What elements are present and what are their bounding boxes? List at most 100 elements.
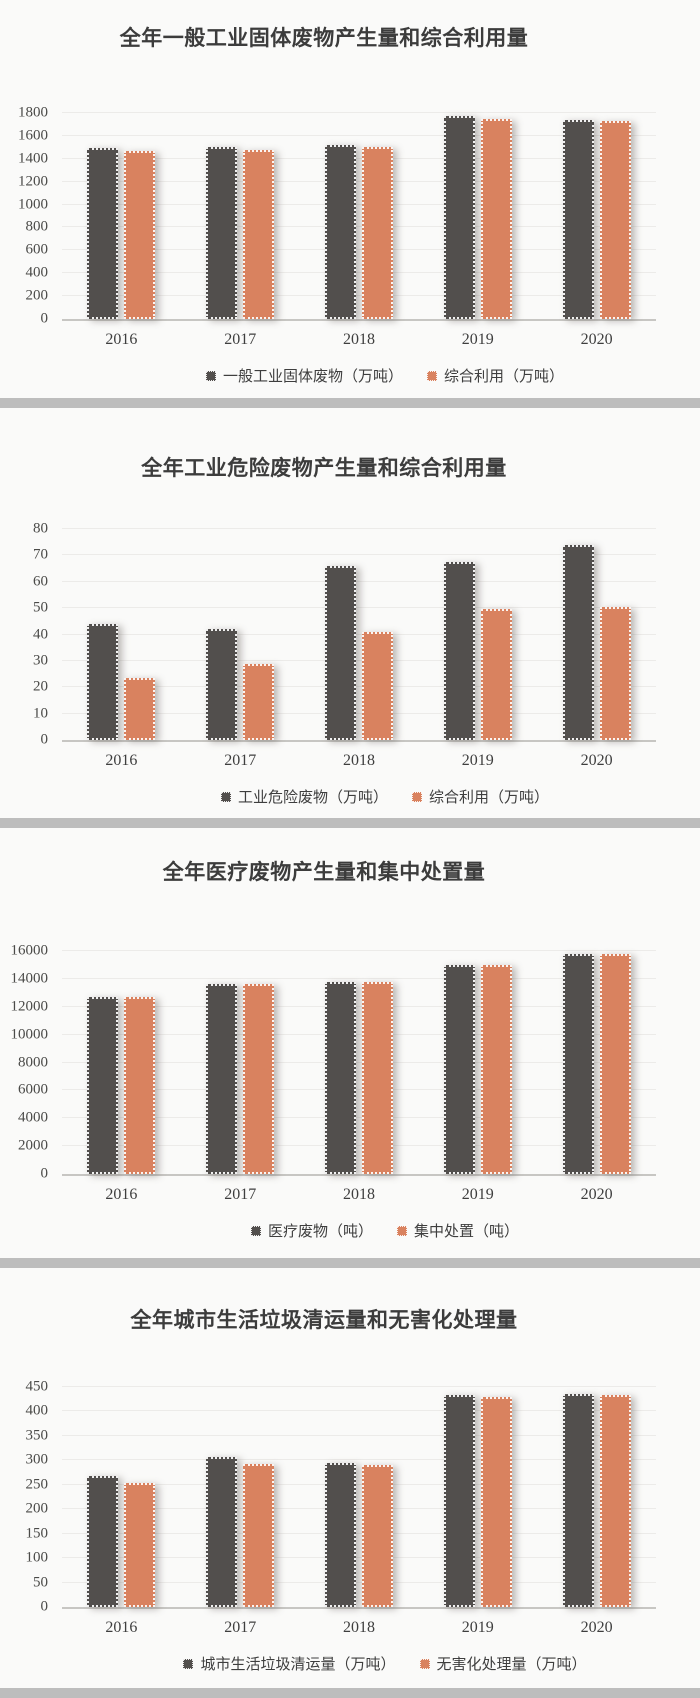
section-divider	[0, 1258, 700, 1268]
bar-series1-2016	[87, 623, 119, 740]
x-axis: 2016 2017 2018 2019 2020	[62, 1619, 656, 1637]
bar-group-2017	[181, 113, 300, 319]
legend-item: 综合利用（万吨）	[412, 786, 549, 807]
y-axis-tick-label: 600	[25, 241, 49, 258]
bar-group-2020	[537, 113, 656, 319]
bar-series1-2020	[562, 120, 594, 319]
x-axis-label: 2016	[105, 1619, 138, 1636]
x-axis-label: 2016	[105, 331, 138, 348]
gridline	[62, 1033, 656, 1035]
bar-group-2016	[62, 1387, 181, 1607]
gridline	[62, 1089, 656, 1091]
bar-groups	[62, 1387, 656, 1607]
y-axis-tick-label: 30	[33, 652, 48, 669]
x-axis-label: 2017	[224, 331, 257, 348]
y-axis-tick-label: 16000	[10, 942, 49, 959]
bar-series2-2017	[243, 984, 275, 1174]
bar-group-2016	[62, 951, 181, 1174]
gridline	[62, 203, 656, 205]
x-axis-label: 2020	[580, 1619, 613, 1636]
chart-legend: 城市生活垃圾清运量（万吨） 无害化处理量（万吨）	[88, 1653, 682, 1674]
bar-series2-2020	[599, 121, 631, 319]
bar-series2-2020	[599, 953, 631, 1174]
chart-title: 全年一般工业固体废物产生量和综合利用量	[119, 26, 529, 50]
legend-label: 医疗废物（吨）	[267, 1224, 373, 1240]
y-axis-tick-label: 800	[25, 218, 49, 235]
chart-title: 全年城市生活垃圾清运量和无害化处理量	[130, 1308, 518, 1332]
bar-group-2017	[181, 1387, 300, 1607]
y-axis-tick-label: 10000	[10, 1026, 49, 1043]
y-axis: 16000 14000 12000 10000 8000 6000 4000 2000 0	[0, 943, 54, 1181]
chart-section-industrial-hazardous-waste: 全年工业危险废物产生量和综合利用量 80 70 60 50 40 30 20 10 0 2016…	[0, 408, 700, 818]
gridline	[62, 633, 656, 635]
legend-swatch-series1	[205, 370, 216, 381]
gridline	[62, 180, 656, 182]
bar-series2-2016	[124, 678, 156, 740]
y-axis-tick-label: 2000	[18, 1137, 48, 1154]
gridline	[62, 226, 656, 228]
y-axis-tick-label: 450	[25, 1378, 49, 1395]
x-axis-label: 2019	[461, 1619, 494, 1636]
chart-title: 全年工业危险废物产生量和综合利用量	[141, 456, 507, 480]
legend-item: 一般工业固体废物（万吨）	[205, 365, 403, 386]
bar-group-2018	[300, 529, 419, 740]
y-axis-tick-label: 0	[40, 1598, 49, 1615]
y-axis-tick-label: 4000	[18, 1109, 48, 1126]
y-axis-tick-label: 0	[40, 310, 49, 327]
legend-swatch-series1	[183, 1658, 194, 1669]
bar-series2-2017	[243, 150, 275, 319]
legend-swatch-series2	[427, 370, 437, 381]
plot-area: 1800 1600 1400 1200 1000 800 600 400 200 0	[18, 105, 656, 326]
gridline	[62, 712, 656, 714]
y-axis-tick-label: 100	[25, 1549, 49, 1566]
bar-series1-2017	[206, 629, 238, 740]
bar-group-2017	[181, 951, 300, 1174]
y-axis: 80 70 60 50 40 30 20 10 0	[0, 521, 54, 747]
y-axis-tick-label: 12000	[10, 998, 49, 1015]
bar-series2-2016	[124, 997, 156, 1174]
bar-group-2018	[300, 1387, 419, 1607]
y-axis-tick-label: 350	[25, 1427, 49, 1444]
y-axis-tick-label: 1200	[18, 173, 48, 190]
bar-series2-2019	[480, 964, 512, 1174]
gridline	[62, 1508, 656, 1510]
bar-series1-2019	[443, 1395, 475, 1607]
y-axis: 450 400 350 300 250 200 150 100 50 0	[0, 1379, 54, 1614]
legend-swatch-series1	[220, 791, 231, 802]
legend-item: 无害化处理量（万吨）	[419, 1653, 587, 1674]
gridline	[62, 686, 656, 688]
bar-series1-2018	[324, 145, 356, 319]
bar-series2-2016	[124, 150, 156, 319]
gridline	[62, 1117, 656, 1119]
y-axis-tick-label: 0	[40, 1165, 49, 1182]
legend-label: 城市生活垃圾清运量（万吨）	[200, 1657, 396, 1673]
y-axis-tick-label: 1600	[18, 127, 48, 144]
chart-section-general-industrial-solid-waste: 全年一般工业固体废物产生量和综合利用量 1800 1600 1400 1200 1000…	[0, 0, 700, 398]
bar-group-2019	[418, 951, 537, 1174]
x-axis-label: 2019	[461, 752, 494, 769]
legend-label: 无害化处理量（万吨）	[436, 1657, 587, 1673]
x-axis-label: 2018	[342, 1186, 375, 1203]
legend-label: 一般工业固体废物（万吨）	[222, 369, 403, 385]
gridline	[62, 1557, 656, 1559]
bar-series2-2019	[480, 118, 512, 319]
bar-group-2019	[418, 113, 537, 319]
gridline	[62, 977, 656, 979]
plot-area: 450 400 350 300 250 200 150 100 50 0	[26, 1379, 656, 1614]
bar-series1-2020	[562, 953, 594, 1174]
gridline	[62, 580, 656, 582]
y-axis-tick-label: 8000	[18, 1054, 48, 1070]
legend-item: 集中处置（吨）	[397, 1220, 519, 1241]
legend-label: 工业危险废物（万吨）	[237, 790, 388, 806]
chart-section-medical-waste: 全年医疗废物产生量和集中处置量 16000 14000 12000 10000 8000…	[0, 828, 700, 1258]
bar-series1-2020	[562, 1394, 594, 1607]
gridline	[62, 272, 656, 274]
y-axis-tick-label: 150	[25, 1525, 49, 1542]
section-divider	[0, 1688, 700, 1698]
x-axis-label: 2020	[580, 752, 613, 769]
x-axis-label: 2016	[105, 1186, 138, 1203]
chart-legend: 一般工业固体废物（万吨） 综合利用（万吨）	[88, 365, 682, 386]
bar-groups	[62, 529, 656, 740]
bar-series2-2016	[124, 1483, 156, 1607]
bar-series2-2017	[243, 663, 275, 740]
